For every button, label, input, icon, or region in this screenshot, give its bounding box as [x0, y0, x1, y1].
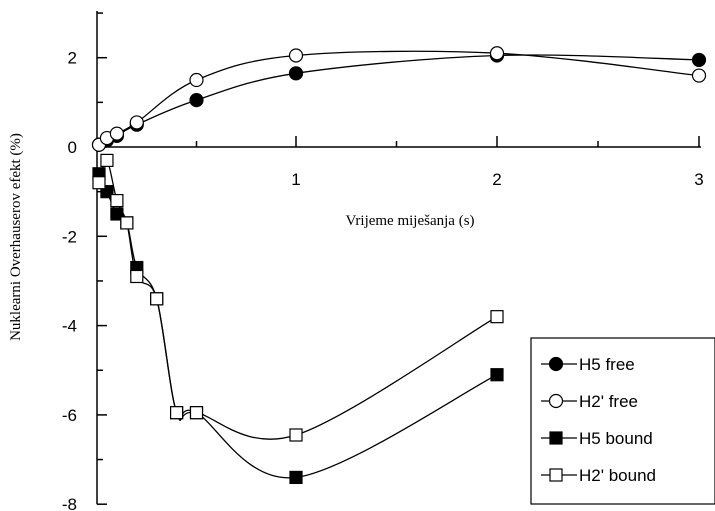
data-point-s1 — [189, 72, 204, 88]
data-point-s1 — [129, 115, 144, 130]
data-point-s3 — [110, 193, 124, 208]
data-point-s1 — [489, 46, 505, 61]
series-line-0 — [98, 54, 700, 146]
axes: 2 0 -2 -4 -6 -8 1 2 3 — [62, 11, 704, 511]
y-tick-label: -4 — [62, 317, 77, 336]
legend-item: H2' free — [541, 392, 638, 411]
series-line-1 — [98, 50, 700, 146]
series-markers — [91, 46, 707, 485]
data-point-s3 — [100, 153, 114, 167]
legend-label: H5 free — [579, 355, 635, 374]
legend-marker — [549, 468, 563, 482]
legend-marker — [548, 356, 564, 372]
legend-item: H2' bound — [541, 466, 656, 485]
data-point-s3 — [170, 406, 184, 420]
data-point-s3 — [92, 176, 106, 190]
data-point-s0 — [288, 66, 304, 81]
y-tick-label: -6 — [62, 406, 77, 425]
data-point-s3 — [120, 216, 134, 230]
legend-label: H2' free — [579, 392, 638, 411]
data-point-s2 — [490, 368, 504, 382]
y-axis-label: Nuklearni Overhauserov efekt (%) — [8, 133, 24, 341]
legend-marker — [549, 431, 563, 445]
data-point-s3 — [130, 269, 144, 284]
y-tick-label: 0 — [68, 138, 77, 157]
data-point-s0 — [189, 93, 204, 108]
data-point-s3 — [150, 292, 164, 306]
data-point-s3 — [289, 428, 303, 442]
data-point-s1 — [109, 126, 125, 141]
legend-item: H5 bound — [541, 429, 653, 448]
y-tick-label: -8 — [62, 495, 77, 511]
legend-item: H5 free — [541, 355, 635, 374]
x-tick-label: 1 — [291, 170, 300, 189]
legend-marker — [548, 393, 564, 409]
data-point-s3 — [490, 310, 504, 324]
data-point-s1 — [288, 48, 304, 63]
legend-label: H5 bound — [579, 429, 653, 448]
x-tick-label: 2 — [492, 170, 501, 189]
y-tick-label: -2 — [62, 227, 77, 246]
y-tick-label: 2 — [68, 49, 77, 68]
data-point-s1 — [691, 68, 707, 83]
data-point-s0 — [691, 52, 707, 68]
data-point-s3 — [189, 406, 204, 420]
data-point-s2 — [110, 207, 124, 221]
data-point-s2 — [289, 470, 303, 485]
legend-label: H2' bound — [579, 466, 656, 485]
legend: H5 free H2' free H5 bound H2' bound — [530, 337, 715, 505]
x-tick-label: 3 — [694, 170, 703, 189]
x-axis-label: Vrijeme miješanja (s) — [345, 213, 474, 229]
